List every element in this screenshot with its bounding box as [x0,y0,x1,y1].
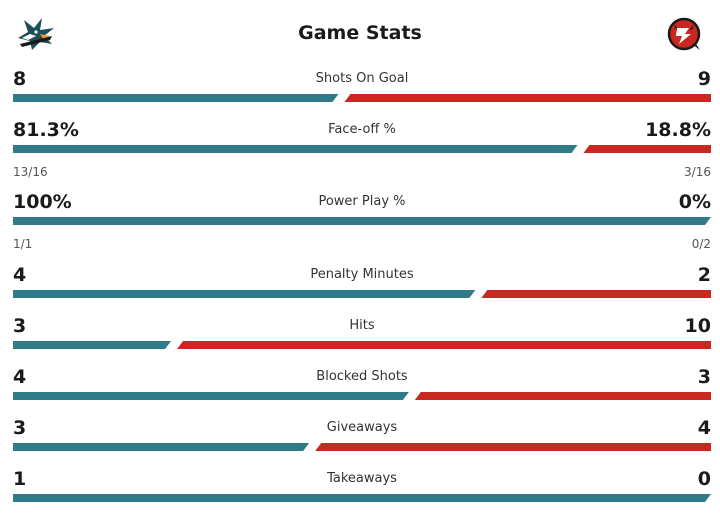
home-bar-fill [13,290,476,298]
stat-label: Blocked Shots [316,369,408,384]
away-sub-value: 0/2 [691,237,711,251]
comparison-bar [13,392,711,400]
away-bar-fill [177,341,711,349]
comparison-bar [13,443,711,451]
home-value: 8 [13,68,27,90]
away-value: 3 [697,366,711,388]
away-bar-fill [414,392,711,400]
page-title: Game Stats [298,22,422,44]
away-value: 0% [678,191,711,213]
stat-label: Power Play % [318,194,406,209]
home-value: 81.3% [13,119,79,141]
away-bar-fill [583,145,711,153]
away-bar-fill [481,290,711,298]
home-sub-value: 13/16 [13,165,48,179]
stat-label: Penalty Minutes [310,267,414,282]
home-sub-value: 1/1 [13,237,33,251]
stat-label: Face-off % [328,122,396,137]
away-bar-fill [344,94,711,102]
home-value: 3 [13,417,27,439]
comparison-bar [13,145,711,153]
devils-logo-icon [667,17,701,51]
comparison-bar [13,494,711,502]
sharks-logo-icon [18,18,54,50]
away-value: 0 [697,468,711,490]
home-bar-fill [13,94,339,102]
home-value: 4 [13,366,27,388]
stats-header: Game Stats [0,0,720,68]
away-bar-fill [315,443,711,451]
stat-label: Shots On Goal [315,71,409,86]
home-value: 3 [13,315,27,337]
comparison-bar [13,217,711,225]
away-value: 10 [684,315,711,337]
away-value: 9 [697,68,711,90]
away-value: 4 [697,417,711,439]
home-value: 1 [13,468,27,490]
comparison-bar [13,94,711,102]
stat-label: Hits [349,318,375,333]
stat-label: Giveaways [326,420,398,435]
home-value: 100% [13,191,72,213]
home-bar-fill [13,392,409,400]
home-bar-fill [13,145,578,153]
away-value: 2 [697,264,711,286]
home-bar-fill [13,443,310,451]
away-value: 18.8% [645,119,711,141]
stat-label: Takeaways [327,471,397,486]
home-bar-fill [13,341,172,349]
comparison-bar [13,341,711,349]
away-sub-value: 3/16 [684,165,711,179]
comparison-bar [13,290,711,298]
home-bar-fill [13,494,711,502]
home-value: 4 [13,264,27,286]
home-bar-fill [13,217,711,225]
